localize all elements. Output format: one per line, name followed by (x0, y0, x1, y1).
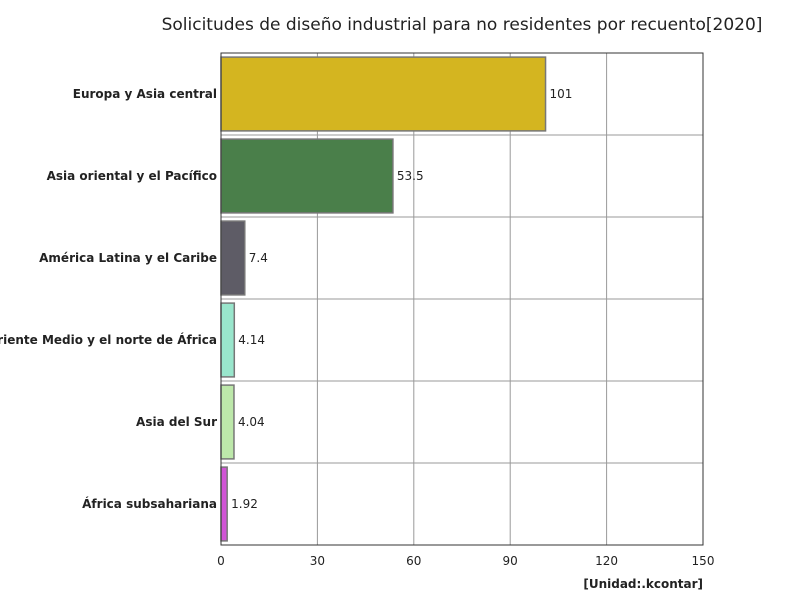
category-label: África subsahariana (82, 496, 217, 511)
unit-label: [Unidad:.kcontar] (583, 577, 703, 591)
chart-title: Solicitudes de diseño industrial para no… (162, 15, 763, 35)
data-label: 7.4 (249, 251, 268, 265)
bar (220, 56, 547, 132)
bar (220, 220, 246, 296)
category-label: Oriente Medio y el norte de África (0, 332, 217, 347)
x-tick-label: 90 (503, 554, 518, 568)
x-tick-label: 0 (217, 554, 225, 568)
labels: 0 30 60 90 120 150 Europa y Asia central 101 Asi… (0, 87, 714, 568)
bar (220, 138, 394, 214)
x-tick-label: 60 (406, 554, 421, 568)
bar (220, 466, 228, 542)
bar (220, 384, 235, 460)
data-label: 1.92 (231, 497, 258, 511)
x-tick-label: 30 (310, 554, 325, 568)
x-tick-label: 120 (595, 554, 618, 568)
category-label: Asia oriental y el Pacífico (47, 169, 217, 183)
plot-frame (220, 52, 704, 546)
data-label: 53.5 (397, 169, 424, 183)
x-tick-label: 150 (692, 554, 715, 568)
bars (220, 56, 547, 542)
data-label: 101 (550, 87, 573, 101)
data-label: 4.14 (238, 333, 265, 347)
category-label: Asia del Sur (136, 415, 217, 429)
category-label: América Latina y el Caribe (39, 251, 217, 265)
category-label: Europa y Asia central (73, 87, 217, 101)
data-label: 4.04 (238, 415, 265, 429)
bar (220, 302, 236, 378)
